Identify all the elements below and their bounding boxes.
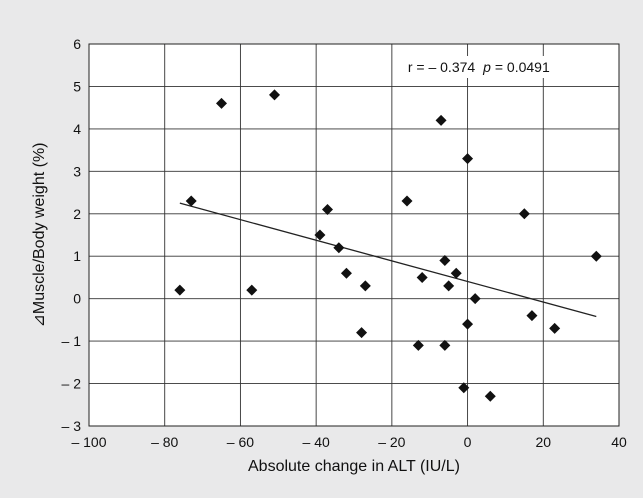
data-point xyxy=(412,339,424,351)
data-point xyxy=(340,267,352,279)
p-value-text: = 0.0491 xyxy=(491,59,550,75)
data-point xyxy=(435,114,447,126)
data-point xyxy=(462,318,474,330)
data-point xyxy=(450,267,462,279)
data-point xyxy=(484,390,496,402)
data-point xyxy=(174,284,186,296)
data-point xyxy=(322,204,333,216)
data-point xyxy=(416,271,428,283)
x-tick-label: – 20 xyxy=(378,434,405,450)
data-point xyxy=(526,310,538,322)
data-point xyxy=(439,339,451,351)
y-tick-label: – 2 xyxy=(62,376,82,392)
data-point xyxy=(462,153,474,165)
p-label: p xyxy=(482,59,491,75)
trendline xyxy=(179,202,597,318)
y-tick-labels: – 3 – 2 – 1 0 1 2 3 4 5 6 xyxy=(62,36,82,434)
y-tick-label: 6 xyxy=(73,36,81,52)
x-tick-label: – 40 xyxy=(303,434,330,450)
x-tick-label: 0 xyxy=(464,434,472,450)
y-tick-label: 3 xyxy=(73,163,81,179)
data-point xyxy=(458,382,470,394)
stats-annotation: r = – 0.374 p = 0.0491 xyxy=(408,59,550,75)
r-value-text: r = – 0.374 xyxy=(408,59,476,75)
plot-area xyxy=(88,43,620,427)
y-tick-label: 5 xyxy=(73,78,81,94)
data-point xyxy=(185,195,197,207)
data-point xyxy=(443,280,455,292)
data-point xyxy=(359,280,371,292)
annotation-background xyxy=(397,56,613,78)
y-tick-label: – 3 xyxy=(62,418,82,434)
x-tick-label: – 80 xyxy=(151,434,178,450)
x-tick-label: – 100 xyxy=(71,434,106,450)
data-point xyxy=(549,322,561,334)
data-point xyxy=(314,229,326,241)
data-point xyxy=(518,208,530,220)
data-point xyxy=(469,293,481,305)
data-point xyxy=(401,195,413,207)
plot-frame xyxy=(88,43,620,427)
y-tick-label: 0 xyxy=(73,291,81,307)
data-point xyxy=(356,327,368,339)
x-axis-label: Absolute change in ALT (IU/L) xyxy=(248,458,460,475)
data-point xyxy=(333,242,345,254)
y-tick-label: 2 xyxy=(73,206,81,222)
y-tick-label: 1 xyxy=(73,248,81,264)
data-point xyxy=(269,89,280,101)
data-points xyxy=(174,89,602,402)
x-tick-label: – 60 xyxy=(227,434,254,450)
data-point xyxy=(246,284,258,296)
stats-annotation-box: r = – 0.374 p = 0.0491 xyxy=(397,56,613,78)
y-tick-label: – 1 xyxy=(62,333,82,349)
x-tick-label: 20 xyxy=(535,434,551,450)
data-point xyxy=(439,254,451,266)
y-axis-label: ⊿Muscle/Body weight (%) xyxy=(31,142,48,327)
y-tick-label: 4 xyxy=(73,121,81,137)
x-tick-labels: – 100 – 80 – 60 – 40 – 20 0 20 40 xyxy=(71,434,627,450)
data-point xyxy=(216,97,227,109)
data-point xyxy=(590,250,602,262)
x-tick-label: 40 xyxy=(611,434,627,450)
plot-background xyxy=(89,44,619,426)
